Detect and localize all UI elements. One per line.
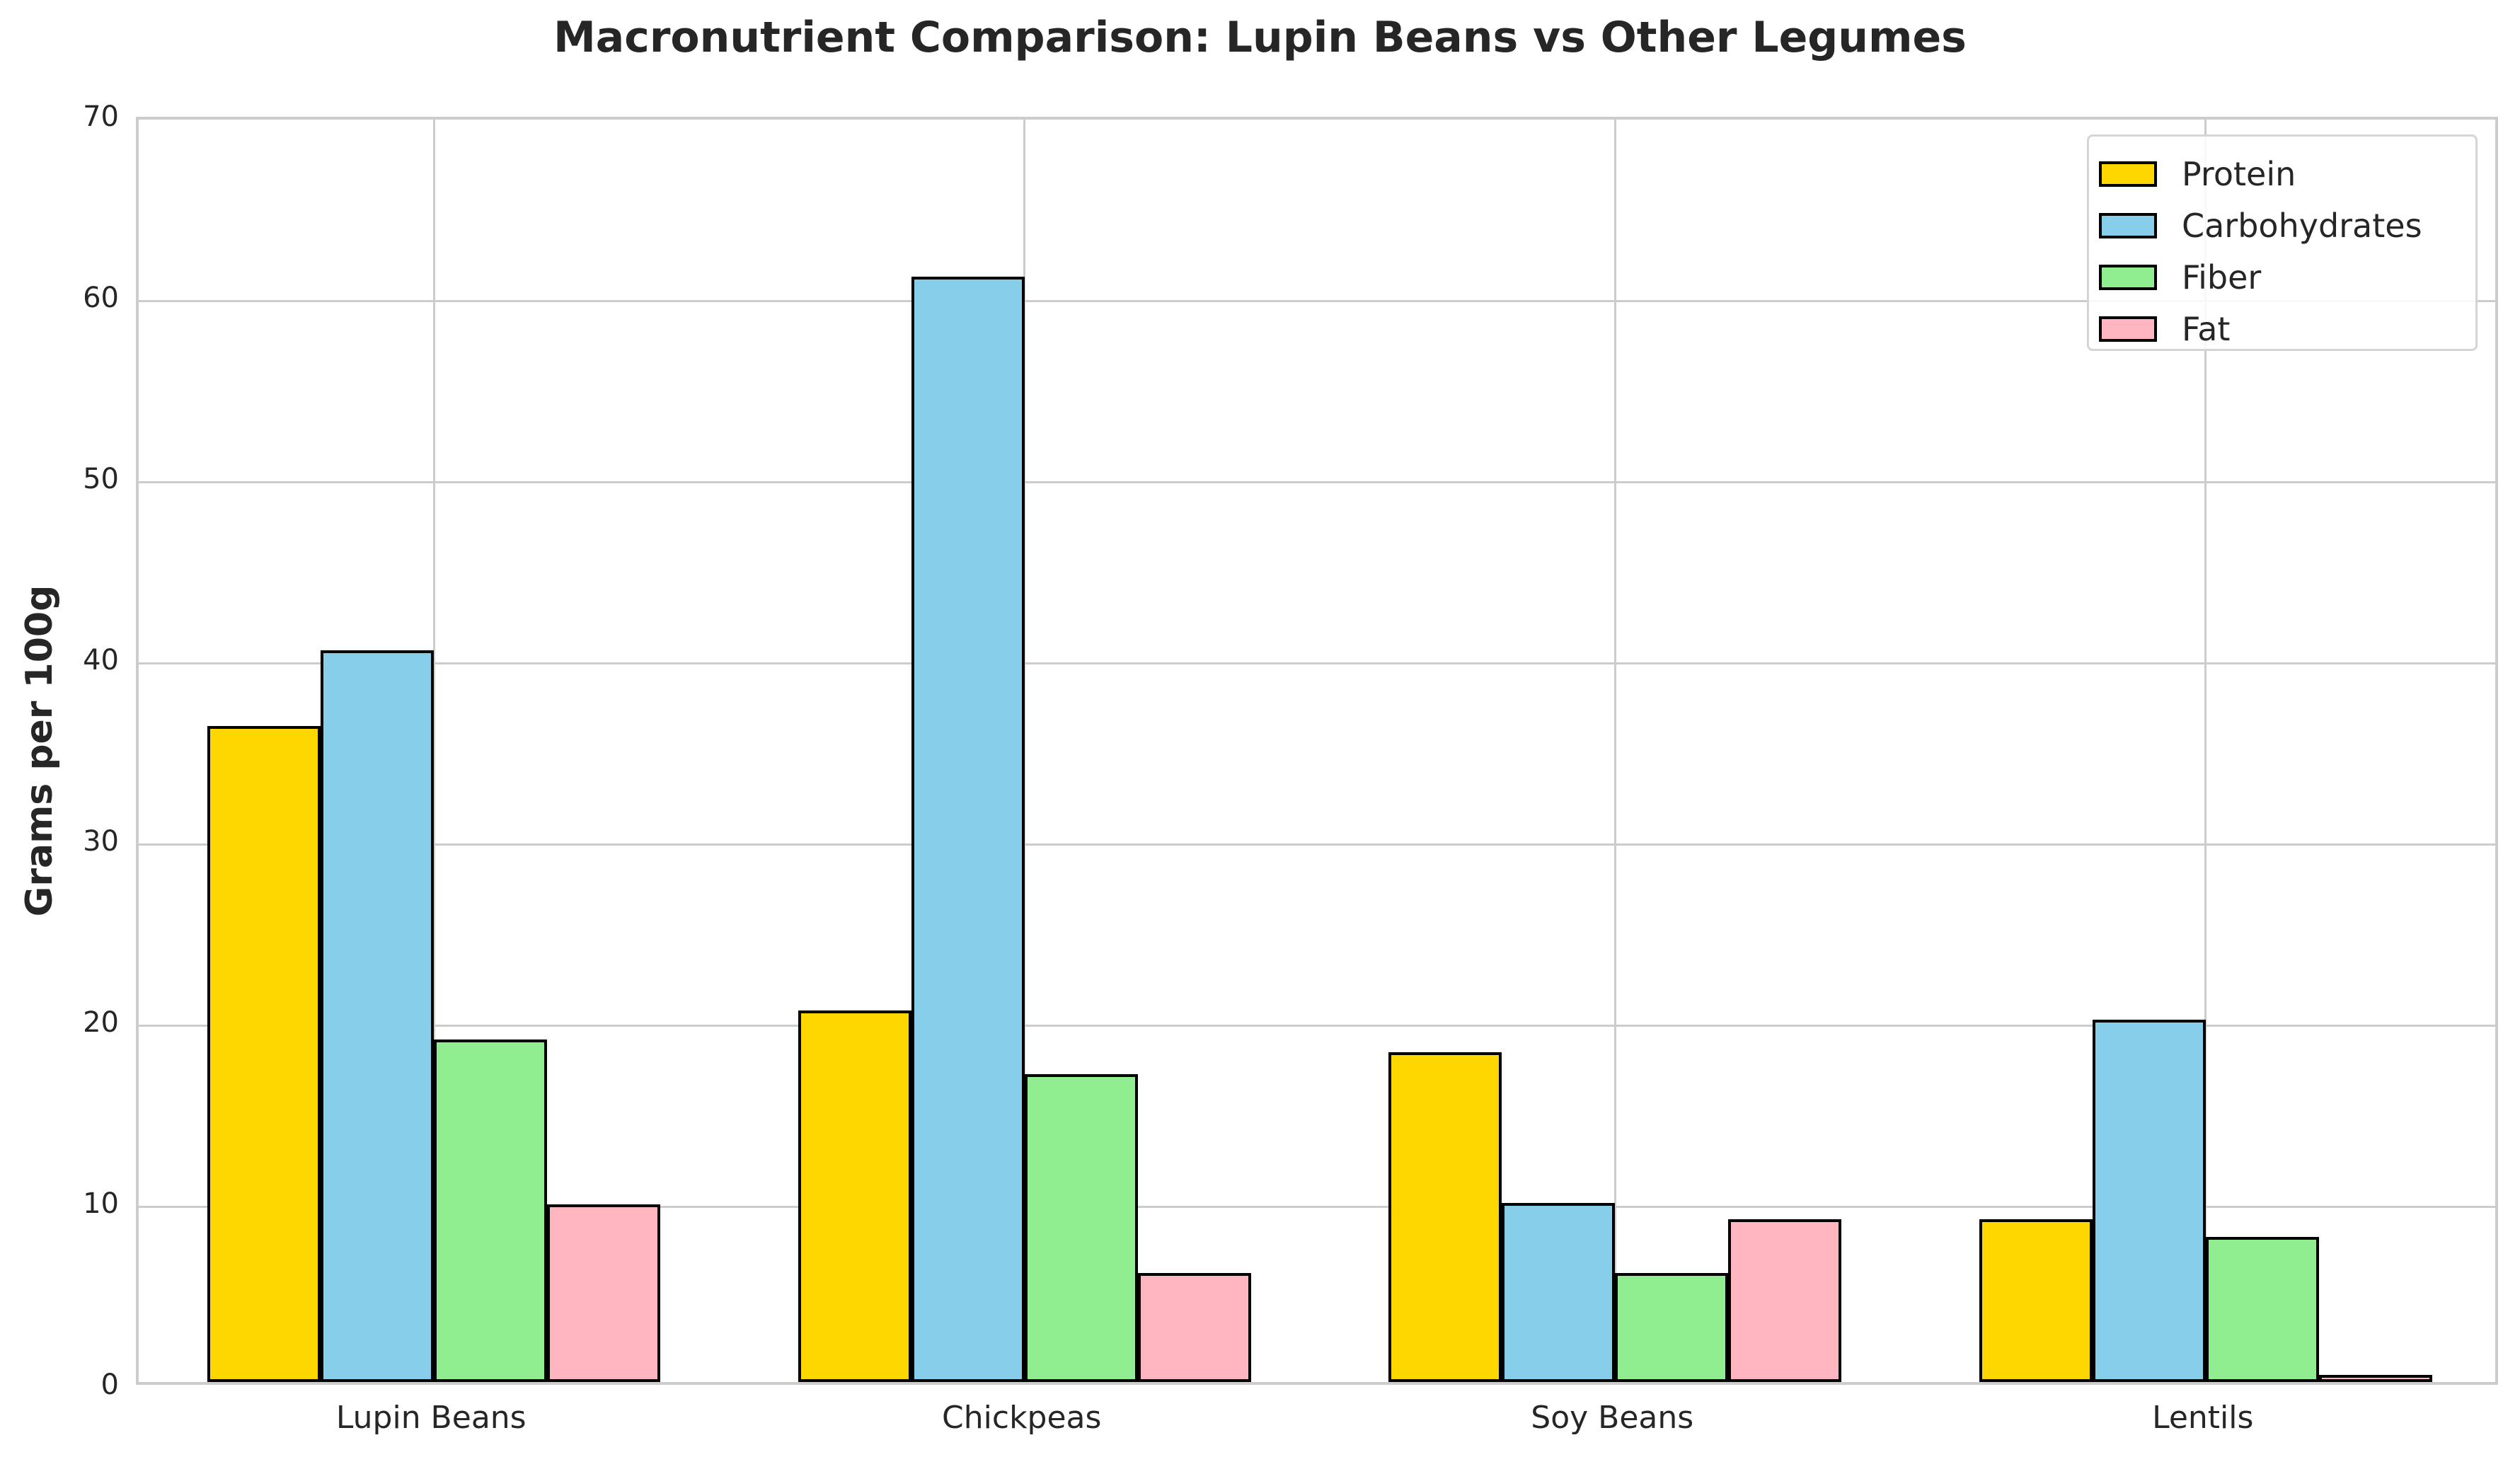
gridline-horizontal (139, 480, 2495, 483)
bar-fiber-lentils (2205, 1237, 2319, 1382)
legend: Protein Carbohydrates Fiber Fat (2087, 134, 2478, 351)
x-tick-label: Lupin Beans (335, 1400, 527, 1436)
legend-item-carbohydrates: Carbohydrates (2099, 207, 2422, 245)
legend-item-fiber: Fiber (2099, 258, 2262, 296)
gridline-horizontal (139, 1024, 2495, 1027)
legend-label: Fat (2182, 310, 2231, 348)
legend-swatch-icon (2099, 265, 2157, 290)
gridline-horizontal (139, 299, 2495, 302)
legend-label: Protein (2182, 155, 2296, 193)
y-tick-label: 40 (83, 644, 119, 676)
y-tick-label: 50 (83, 463, 119, 495)
gridline-vertical (1023, 120, 1026, 1382)
gridline-vertical (432, 120, 435, 1382)
y-tick-label: 20 (83, 1006, 119, 1039)
bar-carbohydrates-lupin-beans (321, 650, 435, 1382)
y-tick-label: 10 (83, 1187, 119, 1220)
x-tick-label: Soy Beans (1531, 1400, 1694, 1436)
bar-fat-lupin-beans (547, 1204, 661, 1382)
bar-protein-chickpeas (798, 1010, 911, 1382)
gridline-horizontal (139, 1205, 2495, 1208)
y-tick-label: 70 (83, 100, 119, 133)
y-axis-label: Grams per 100g (18, 584, 61, 917)
bar-fiber-chickpeas (1024, 1073, 1138, 1382)
y-tick-label: 0 (100, 1369, 119, 1401)
legend-swatch-icon (2099, 213, 2157, 238)
legend-item-protein: Protein (2099, 155, 2296, 193)
legend-item-fat: Fat (2099, 310, 2231, 348)
legend-label: Fiber (2182, 258, 2262, 296)
bar-carbohydrates-soy-beans (1502, 1202, 1616, 1382)
legend-label: Carbohydrates (2182, 207, 2422, 245)
bar-protein-soy-beans (1388, 1052, 1502, 1382)
y-tick-label: 60 (83, 282, 119, 314)
gridline-horizontal (139, 843, 2495, 846)
gridline-vertical (2204, 120, 2207, 1382)
bar-fiber-lupin-beans (434, 1040, 548, 1382)
x-tick-label: Chickpeas (942, 1400, 1102, 1436)
x-tick-label: Lentils (2152, 1400, 2254, 1436)
bar-carbohydrates-chickpeas (911, 277, 1025, 1382)
bar-fat-soy-beans (1728, 1219, 1842, 1382)
gridline-vertical (1613, 120, 1616, 1382)
bar-protein-lentils (1979, 1219, 2093, 1382)
bar-fiber-soy-beans (1615, 1273, 1729, 1382)
bar-carbohydrates-lentils (2092, 1020, 2206, 1382)
legend-swatch-icon (2099, 316, 2157, 342)
bar-protein-lupin-beans (207, 726, 321, 1382)
y-tick-label: 30 (83, 825, 119, 858)
bar-fat-chickpeas (1137, 1273, 1251, 1382)
bar-fat-lentils (2318, 1374, 2432, 1382)
gridline-horizontal (139, 662, 2495, 664)
legend-swatch-icon (2099, 161, 2157, 187)
chart-title: Macronutrient Comparison: Lupin Beans vs… (553, 13, 1967, 62)
